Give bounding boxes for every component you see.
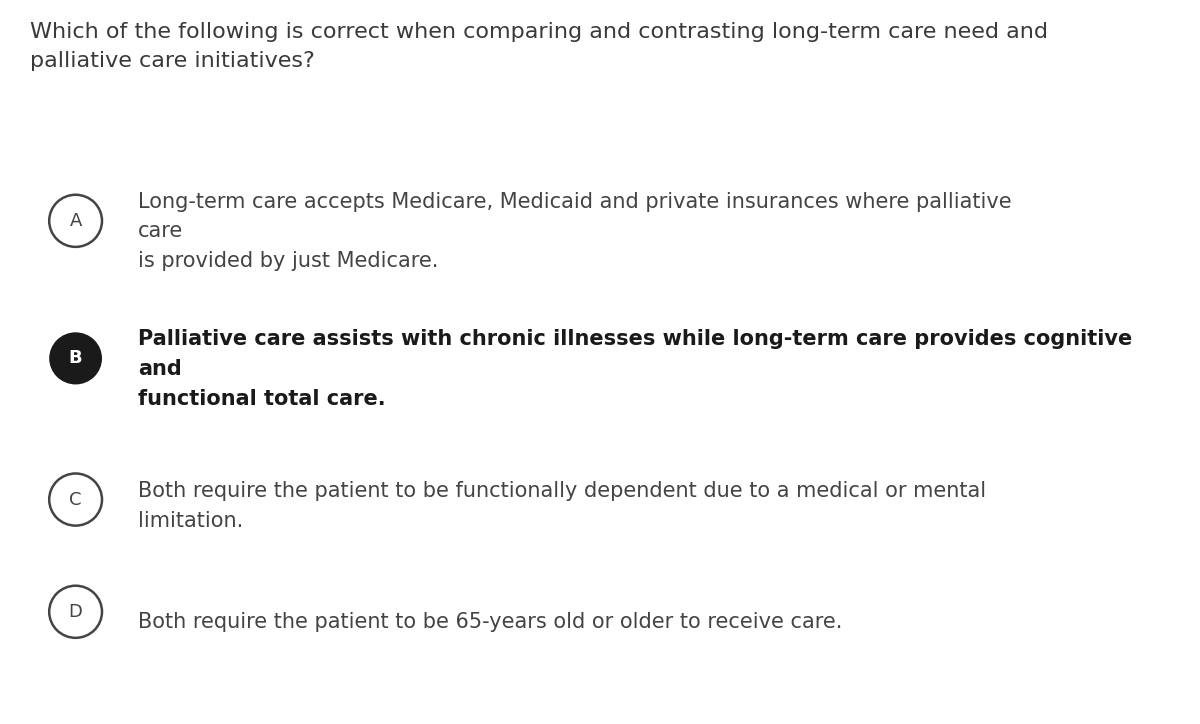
Text: A: A [70,212,82,230]
Text: Palliative care assists with chronic illnesses while long-term care provides cog: Palliative care assists with chronic ill… [138,329,1133,408]
Text: Long-term care accepts Medicare, Medicaid and private insurances where palliativ: Long-term care accepts Medicare, Medicai… [138,192,1012,271]
Text: Which of the following is correct when comparing and contrasting long-term care : Which of the following is correct when c… [30,22,1048,72]
Text: Both require the patient to be functionally dependent due to a medical or mental: Both require the patient to be functiona… [138,481,986,531]
Text: D: D [68,603,83,620]
Ellipse shape [49,332,102,384]
Text: B: B [68,350,83,367]
Text: C: C [70,491,82,508]
Text: Both require the patient to be 65-years old or older to receive care.: Both require the patient to be 65-years … [138,612,842,632]
